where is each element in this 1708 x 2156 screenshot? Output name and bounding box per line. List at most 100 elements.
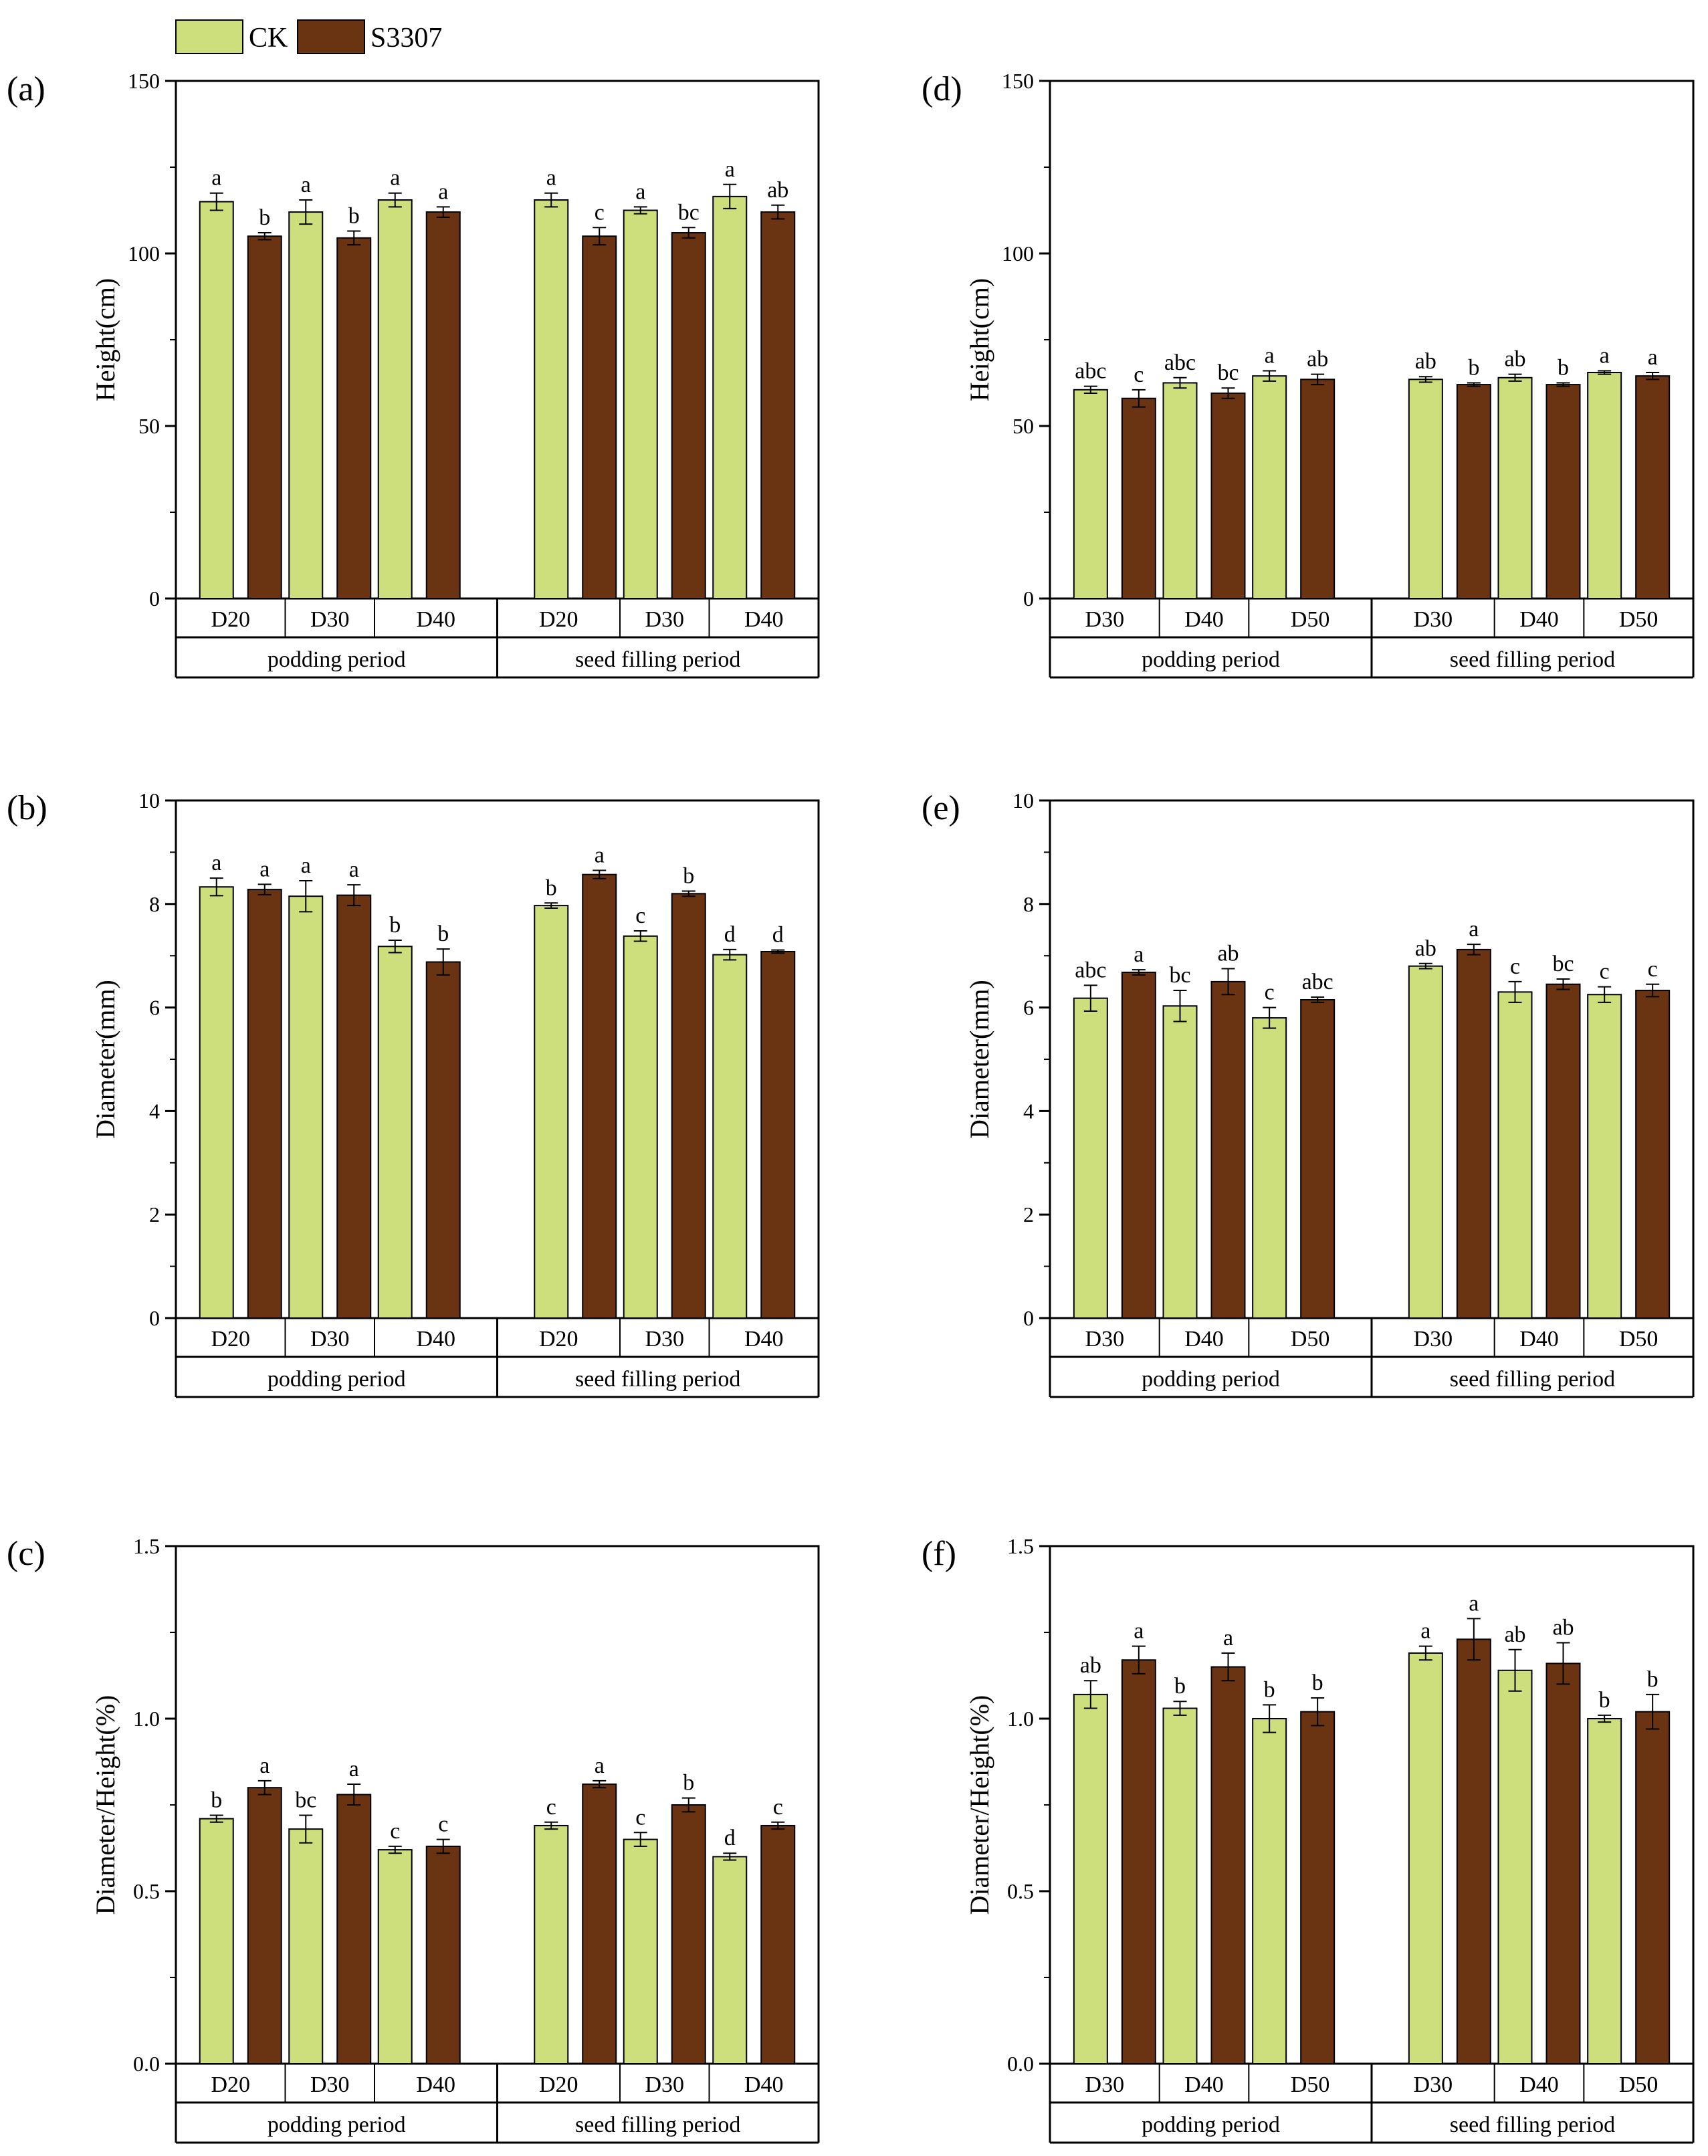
- significance-letter: b: [1599, 1688, 1610, 1713]
- y-tick-label: 100: [128, 241, 160, 265]
- y-axis-label: Diameter/Height(%): [964, 1695, 994, 1915]
- bar-ck: [199, 201, 234, 600]
- x-group-label: seed filling period: [1450, 647, 1615, 672]
- x-category-label: D30: [645, 2072, 684, 2097]
- x-category-label: D40: [1184, 1327, 1224, 1352]
- bar-ck: [1587, 1718, 1622, 2064]
- significance-letter: b: [437, 922, 449, 946]
- bar-s3307: [425, 961, 461, 1319]
- y-tick-label: 8: [149, 892, 160, 916]
- bar-ck: [1162, 1707, 1198, 2064]
- bar-s3307: [1300, 998, 1336, 1319]
- bar-s3307: [671, 232, 706, 600]
- significance-letter: b: [1312, 1670, 1323, 1695]
- y-tick-label: 2: [1023, 1202, 1034, 1226]
- y-tick-label: 8: [1023, 892, 1034, 916]
- bar-s3307: [247, 889, 282, 1319]
- bar-s3307: [760, 211, 796, 599]
- significance-letter: c: [438, 1812, 448, 1837]
- significance-letter: a: [259, 857, 270, 881]
- significance-letter: bc: [295, 1788, 316, 1812]
- y-tick-label: 4: [1023, 1099, 1034, 1123]
- significance-letter: a: [546, 166, 556, 191]
- significance-letter: bc: [678, 200, 700, 225]
- significance-letter: bc: [1552, 952, 1574, 976]
- bar-s3307: [1456, 384, 1491, 600]
- significance-letter: a: [1223, 1626, 1233, 1650]
- bar-s3307: [1210, 392, 1246, 599]
- significance-letter: c: [546, 1795, 556, 1820]
- significance-letter: bc: [1169, 963, 1190, 988]
- significance-letter: a: [1134, 942, 1144, 967]
- x-category-label: D30: [1085, 2072, 1125, 2097]
- bar-s3307: [760, 1824, 796, 2064]
- x-category-label: D30: [1414, 607, 1453, 632]
- significance-letter: ab: [1504, 347, 1525, 372]
- x-group-label: seed filling period: [575, 1367, 740, 1392]
- x-group-label: seed filling period: [1450, 1367, 1615, 1392]
- bar-ck: [1497, 376, 1533, 599]
- legend-swatch-s3307: [297, 19, 365, 54]
- significance-letter: b: [683, 1771, 694, 1796]
- significance-letter: a: [301, 853, 311, 878]
- x-category-label: D20: [539, 607, 578, 632]
- bar-s3307: [1210, 1666, 1246, 2065]
- y-tick-label: 100: [1002, 241, 1034, 265]
- x-group-label: seed filling period: [575, 2113, 740, 2137]
- bar-ck: [1252, 1718, 1287, 2064]
- bar-s3307: [582, 235, 617, 599]
- significance-letter: ab: [1415, 349, 1436, 374]
- bar-s3307: [671, 1804, 706, 2064]
- bar-ck: [1408, 379, 1443, 600]
- bar-s3307: [1635, 375, 1671, 599]
- panel-letter: (b): [7, 789, 47, 827]
- y-tick-label: 0.5: [133, 1879, 160, 1903]
- significance-letter: abc: [1075, 359, 1106, 384]
- bar-s3307: [1300, 1711, 1336, 2064]
- significance-letter: abc: [1302, 970, 1333, 994]
- y-tick-label: 6: [149, 996, 160, 1020]
- x-group-label: podding period: [1142, 1367, 1280, 1392]
- x-group-label: podding period: [268, 1367, 406, 1392]
- significance-letter: ab: [1080, 1653, 1101, 1678]
- y-tick-label: 0.5: [1007, 1879, 1034, 1903]
- bar-s3307: [760, 951, 796, 1319]
- y-tick-label: 1.5: [1007, 1534, 1034, 1558]
- bar-ck: [534, 905, 569, 1319]
- bar-s3307: [1635, 990, 1671, 1319]
- x-group-label: seed filling period: [1450, 2113, 1615, 2137]
- x-category-label: D50: [1619, 607, 1659, 632]
- x-category-label: D30: [310, 1327, 350, 1352]
- significance-letter: ab: [1217, 942, 1239, 966]
- significance-letter: a: [259, 1753, 270, 1778]
- significance-letter: a: [725, 157, 735, 182]
- bar-ck: [1587, 994, 1622, 1319]
- significance-letter: ab: [767, 178, 788, 203]
- y-tick-label: 2: [149, 1202, 160, 1226]
- x-category-label: D30: [310, 2072, 350, 2097]
- significance-letter: abc: [1075, 958, 1106, 982]
- bar-ck: [623, 209, 658, 599]
- significance-letter: c: [1648, 957, 1658, 982]
- significance-letter: a: [635, 179, 645, 204]
- y-tick-label: 0: [149, 586, 160, 611]
- bar-ck: [534, 199, 569, 599]
- y-axis-label: Diameter(mm): [964, 980, 994, 1139]
- y-tick-label: 10: [138, 788, 160, 813]
- significance-letter: c: [1134, 362, 1144, 387]
- x-category-label: D50: [1291, 1327, 1330, 1352]
- significance-letter: a: [301, 173, 311, 197]
- significance-letter: c: [773, 1795, 783, 1820]
- panel-letter: (e): [922, 789, 960, 827]
- significance-letter: b: [1264, 1677, 1275, 1702]
- significance-letter: a: [1469, 1591, 1479, 1616]
- significance-letter: a: [1469, 917, 1479, 942]
- bar-s3307: [1545, 384, 1581, 600]
- bar-s3307: [1121, 397, 1156, 599]
- y-tick-label: 0: [1023, 586, 1034, 611]
- y-tick-label: 1.0: [1007, 1707, 1034, 1731]
- bar-ck: [288, 211, 324, 599]
